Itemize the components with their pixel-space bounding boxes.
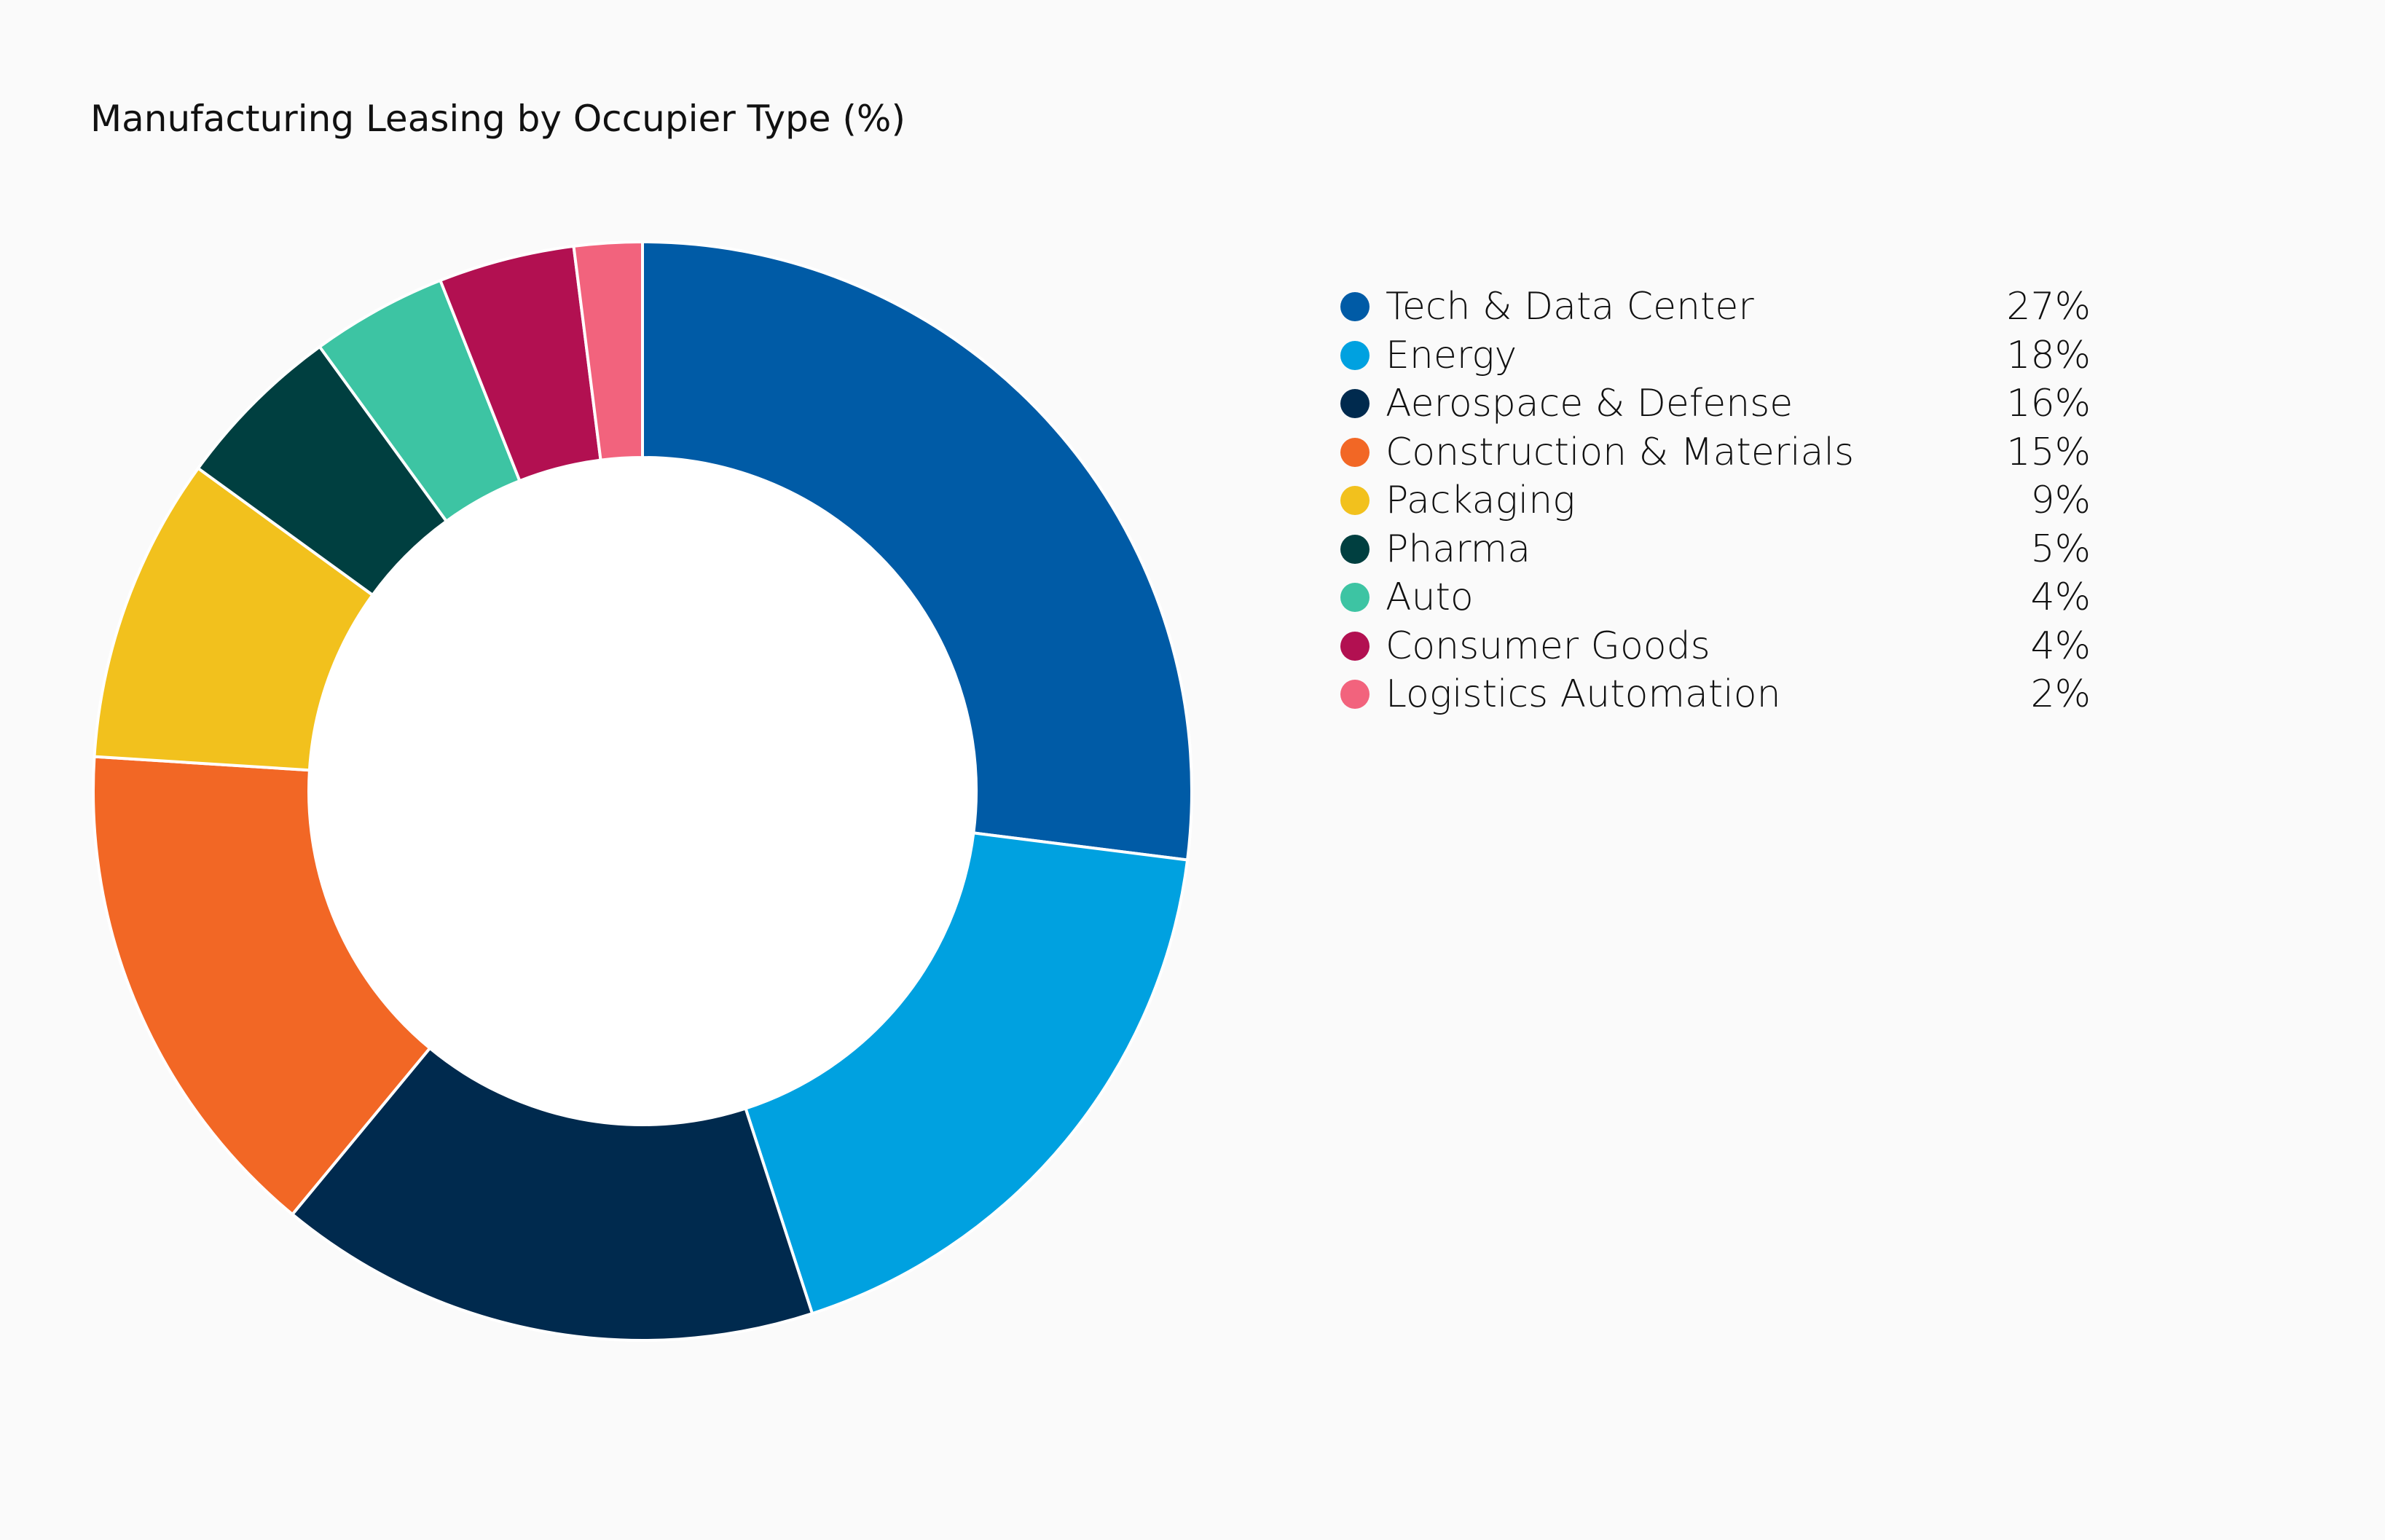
legend-label: Logistics Automation	[1386, 672, 1781, 717]
legend-label: Aerospace & Defense	[1386, 382, 1793, 426]
legend: Tech & Data Center 27% Energy 18% Aerospace …	[1340, 283, 2091, 719]
legend-label: Pharma	[1386, 527, 1531, 571]
donut-slices	[92, 240, 1193, 1342]
legend-item: Auto 4%	[1340, 573, 2091, 622]
legend-label: Consumer Goods	[1386, 624, 1710, 668]
legend-item: Energy 18%	[1340, 331, 2091, 380]
legend-value: 27%	[2006, 285, 2091, 329]
legend-swatch	[1340, 340, 1370, 370]
legend-swatch	[1340, 680, 1370, 710]
legend-swatch	[1340, 534, 1370, 564]
legend-value: 5%	[2030, 527, 2091, 571]
legend-item: Tech & Data Center 27%	[1340, 283, 2091, 331]
chart-title: Manufacturing Leasing by Occupier Type (…	[90, 98, 905, 140]
legend-label: Construction & Materials	[1386, 430, 1855, 474]
legend-item: Construction & Materials 15%	[1340, 428, 2091, 477]
legend-value: 2%	[2030, 672, 2091, 717]
legend-swatch	[1340, 437, 1370, 467]
legend-swatch	[1340, 486, 1370, 516]
legend-label: Energy	[1386, 333, 1517, 377]
legend-swatch	[1340, 631, 1370, 661]
donut-hole	[309, 457, 976, 1125]
legend-item: Pharma 5%	[1340, 525, 2091, 574]
legend-value: 18%	[2006, 333, 2091, 377]
legend-item: Aerospace & Defense 16%	[1340, 380, 2091, 428]
legend-value: 16%	[2006, 382, 2091, 426]
legend-item: Packaging 9%	[1340, 476, 2091, 525]
legend-swatch	[1340, 583, 1370, 613]
legend-value: 4%	[2030, 624, 2091, 668]
legend-item: Logistics Automation 2%	[1340, 670, 2091, 719]
legend-item: Consumer Goods 4%	[1340, 622, 2091, 671]
legend-value: 4%	[2030, 575, 2091, 620]
legend-label: Auto	[1386, 575, 1474, 620]
legend-label: Tech & Data Center	[1386, 285, 1754, 329]
donut-chart	[92, 240, 1193, 1342]
legend-value: 15%	[2006, 430, 2091, 474]
legend-swatch	[1340, 292, 1370, 322]
legend-swatch	[1340, 389, 1370, 419]
legend-label: Packaging	[1386, 479, 1576, 523]
legend-value: 9%	[2030, 479, 2091, 523]
